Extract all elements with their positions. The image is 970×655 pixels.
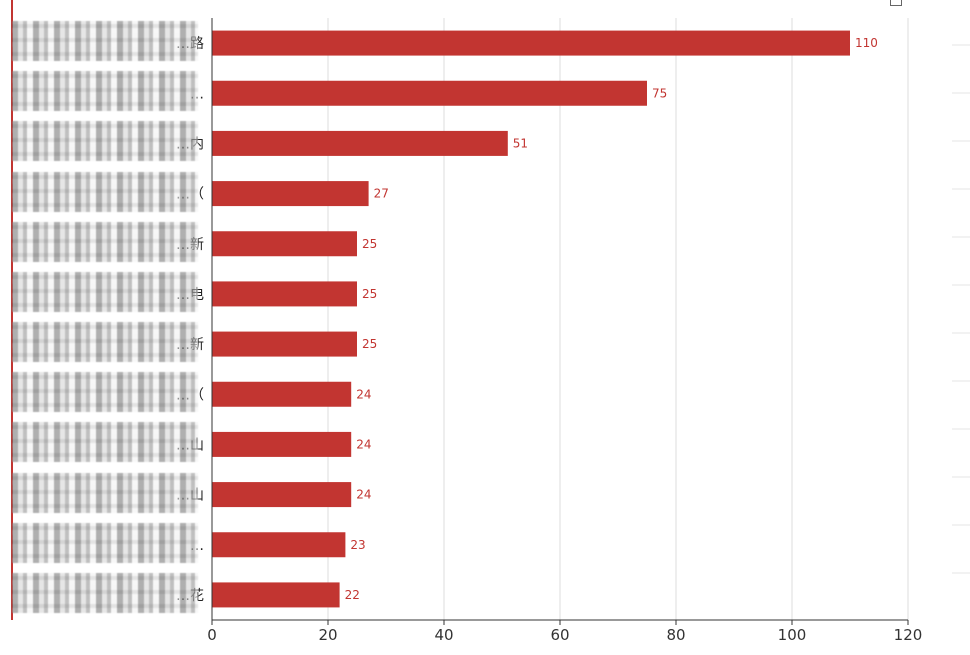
- x-tick-label: 80: [666, 626, 685, 644]
- bar: [212, 381, 352, 407]
- data-label: 25: [362, 287, 377, 301]
- blurred-label: [12, 171, 198, 212]
- data-label: 25: [362, 237, 377, 251]
- blurred-label: [12, 572, 198, 613]
- blurred-label: [12, 121, 198, 162]
- bars: [212, 30, 850, 608]
- x-tick-label: 60: [550, 626, 569, 644]
- bar: [212, 281, 357, 307]
- bar: [212, 331, 357, 357]
- blurred-label: [12, 221, 198, 262]
- blurred-label: [12, 422, 198, 463]
- x-tick-label: 120: [894, 626, 923, 644]
- x-tick-label: 20: [318, 626, 337, 644]
- blurred-label: [12, 21, 198, 62]
- data-label: 51: [513, 136, 528, 150]
- data-label: 24: [356, 387, 371, 401]
- grid-lines: [327, 18, 909, 620]
- blurred-label: [12, 322, 198, 363]
- bar: [212, 582, 340, 608]
- bar: [212, 532, 346, 558]
- data-label: 110: [855, 36, 878, 50]
- bar: [212, 181, 369, 207]
- bar: [212, 231, 357, 257]
- x-tick-label: 0: [207, 626, 217, 644]
- bar: [212, 130, 508, 156]
- blurred-label: [12, 271, 198, 312]
- data-label: 22: [345, 588, 360, 602]
- data-label: 75: [652, 86, 667, 100]
- data-label: 24: [356, 437, 371, 451]
- bar: [212, 80, 647, 106]
- bar: [212, 30, 850, 56]
- data-label: 27: [374, 187, 389, 201]
- bar: [212, 431, 352, 457]
- blurred-label: [12, 472, 198, 513]
- blurred-label: [12, 71, 198, 112]
- x-tick-label: 40: [434, 626, 453, 644]
- data-label: 24: [356, 488, 371, 502]
- blurred-label: [12, 372, 198, 413]
- blurred-label: [12, 522, 198, 563]
- data-label: 25: [362, 337, 377, 351]
- legend-toggle-icon[interactable]: [890, 0, 902, 6]
- x-tick-label: 100: [778, 626, 807, 644]
- data-label: 23: [350, 538, 365, 552]
- bar: [212, 482, 352, 508]
